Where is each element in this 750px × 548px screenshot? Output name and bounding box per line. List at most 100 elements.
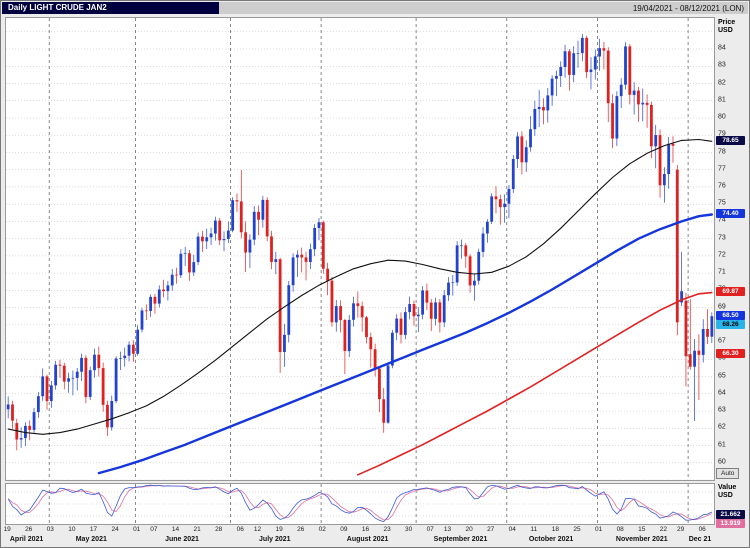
price-axis-label: 78 [718,148,726,155]
candle-body-down [602,48,606,51]
price-axis-label: 66 [718,354,726,362]
candle-body-up [334,306,338,323]
candle-body-up [136,329,140,354]
candlestick-chart[interactable] [6,18,714,480]
candle-body-down [611,103,614,139]
x-month-label: July 2021 [259,536,291,543]
x-tick-label: 20 [465,526,473,533]
candle-body-up [615,96,619,139]
price-axis-label: 65 [718,372,726,380]
candle-body-up [88,370,92,397]
candle-body-down [144,310,148,312]
x-tick-label: 01 [133,526,141,533]
x-tick-label: 07 [150,526,158,533]
candle-body-down [520,136,524,163]
candle-body-down [606,50,610,104]
candle-body-up [308,249,312,262]
x-month-label: June 2021 [165,536,199,543]
candle-body-up [170,274,174,286]
candle-body-down [28,425,32,430]
candle-body-down [675,169,679,323]
candle-body-down [468,256,472,286]
price-axis-label: 63 [718,406,726,414]
candle-body-down [697,350,701,355]
candle-body-up [24,425,27,439]
candle-body-up [261,199,265,220]
candle-body-up [408,304,412,313]
candle-body-up [550,78,554,96]
candle-body-down [97,354,101,369]
price-axis-unit: USD [718,27,733,34]
candle-body-down [498,199,502,208]
candle-body-up [473,280,476,286]
candle-body-down [45,376,49,402]
candle-body-down [645,102,649,105]
candle-body-down [257,211,260,220]
x-tick-label: 30 [404,526,413,533]
candle-body-up [192,262,196,273]
candle-body-up [546,95,550,111]
candle-body-down [671,143,675,146]
oscillator-panel[interactable] [5,483,715,525]
candle-body-up [36,396,40,413]
price-axis-label: 60 [718,458,726,466]
candle-body-down [628,46,632,95]
candle-body-down [201,236,204,242]
candle-body-up [248,239,252,253]
price-axis-label: 79 [718,130,726,138]
candle-body-up [140,310,144,330]
x-tick-label: 04 [508,526,516,533]
auto-scale-button[interactable]: Auto [716,468,740,479]
x-tick-label: 06 [698,526,706,533]
candle-body-up [529,129,532,148]
x-tick-label: 13 [443,526,452,533]
x-tick-label: 16 [361,526,370,533]
candle-body-down [365,317,368,338]
candle-body-up [119,358,122,359]
candle-body-up [693,350,696,367]
x-month-label: November 2021 [615,536,668,543]
x-tick-label: 11 [530,526,538,533]
candle-body-down [62,365,66,382]
candle-body-down [244,232,247,253]
x-tick-label: 25 [573,526,581,533]
candle-body-up [123,355,127,359]
candle-body-up [563,51,567,67]
candle-body-up [589,69,593,73]
candle-body-up [481,233,485,252]
candle-body-up [395,318,399,333]
candle-body-down [658,135,662,186]
x-tick-label: 03 [46,526,54,533]
x-tick-label: 09 [340,526,348,533]
price-flag: 66.30 [716,348,745,358]
price-axis-label: 71 [718,268,726,276]
candle-body-up [114,358,118,402]
x-axis-months: April 2021 May 2021 June 2021 July 2021 Augu… [5,535,713,545]
price-axis-label: 62 [718,423,726,431]
candle-body-up [287,285,291,335]
candle-body-down [11,404,14,421]
candle-body-down [270,236,273,262]
price-axis-title: Price [718,19,736,26]
candle-body-down [131,344,135,354]
price-axis-label: 77 [718,165,726,173]
candle-body-down [84,357,88,397]
candle-body-down [58,364,62,366]
oscillator-value-flag: 13.919 [716,519,745,529]
candle-body-down [494,196,498,200]
price-chart-panel[interactable] [5,17,715,481]
oscillator-value-flag: 21.662 [716,509,745,519]
x-month-label: August 2021 [346,536,389,543]
oscillator-chart[interactable] [6,484,714,524]
candle-body-up [166,285,170,292]
price-axis-label: 81 [718,96,726,104]
candle-body-up [490,196,494,222]
candle-body-up [313,228,317,250]
x-tick-label: 22 [659,526,668,533]
candle-body-up [416,314,420,317]
value-axis: Value USD 21.662 13.919 [715,483,749,529]
candle-body-down [343,320,347,351]
candle-body-up [434,302,437,319]
candle-body-up [283,334,286,352]
candle-body-up [179,253,183,276]
